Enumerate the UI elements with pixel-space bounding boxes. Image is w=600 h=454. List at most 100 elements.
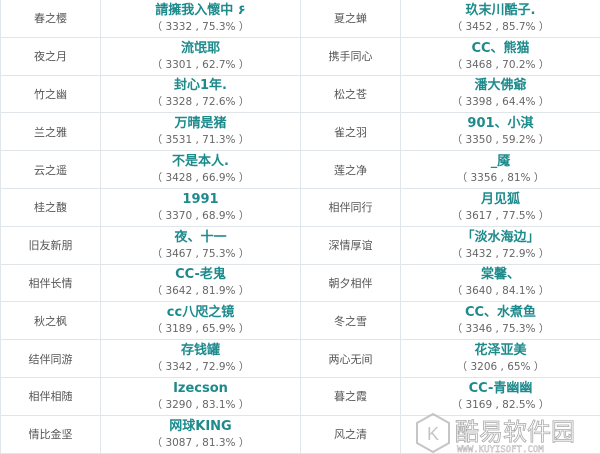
player-name-link[interactable]: 花泽亚美 xyxy=(474,343,527,359)
title-label: 风之清 xyxy=(300,414,401,454)
title-label: 两心无间 xyxy=(300,339,401,378)
player-name-link[interactable]: 网球KING xyxy=(169,418,232,434)
player-stats: （ 3617 , 77.5% ） xyxy=(451,209,550,222)
title-label: 春之樱 xyxy=(0,0,101,38)
player-cell: 存钱罐 （ 3342 , 72.9% ） xyxy=(100,339,301,378)
player-stats: （ 3452 , 85.7% ） xyxy=(451,20,550,33)
player-cell: 「淡水海边」 （ 3432 , 72.9% ） xyxy=(400,225,600,265)
player-name-link[interactable]: 封心1年. xyxy=(174,78,227,94)
player-stats: （ 3356 , 81% ） xyxy=(456,172,545,185)
player-stats: （ 3328 , 72.6% ） xyxy=(151,96,250,109)
player-cell: 花泽亚美 （ 3206 , 65% ） xyxy=(400,339,600,378)
player-cell: 月见狐 （ 3617 , 77.5% ） xyxy=(400,187,600,227)
title-label: 雀之羽 xyxy=(300,112,401,152)
table-row: 竹之幽 封心1年. （ 3328 , 72.6% ） 松之苍 潘大佛爺 （ 3398 , … xyxy=(0,74,600,114)
player-name-link[interactable]: 玖末川酷子. xyxy=(465,2,536,18)
player-stats: （ 3370 , 68.9% ） xyxy=(151,209,250,222)
player-stats: （ 3189 , 65.9% ） xyxy=(151,323,250,336)
title-label: 结伴同游 xyxy=(0,339,101,378)
player-stats: （ 3468 , 70.2% ） xyxy=(451,58,550,71)
player-name-link[interactable]: 901、小淇 xyxy=(467,116,534,132)
title-label: 竹之幽 xyxy=(0,74,101,114)
player-stats: （ 3467 , 75.3% ） xyxy=(151,247,250,260)
player-cell: Izecson （ 3290 , 83.1% ） xyxy=(100,376,301,416)
player-cell: 流氓耶 （ 3301 , 62.7% ） xyxy=(100,36,301,76)
player-cell: 万晴是猪 （ 3531 , 71.3% ） xyxy=(100,112,301,152)
title-label: 情比金坚 xyxy=(0,414,101,454)
svg-text:酷易软件园: 酷易软件园 xyxy=(455,418,575,446)
title-label: 朝夕相伴 xyxy=(300,263,401,303)
player-name-link[interactable]: 1991 xyxy=(182,191,219,207)
player-cell: 請擁我入懷中 ۶ （ 3332 , 75.3% ） xyxy=(100,0,301,38)
player-name-link[interactable]: CC-老鬼 xyxy=(175,267,226,283)
title-label: 相伴同行 xyxy=(300,187,401,227)
player-cell: 夜、十一 （ 3467 , 75.3% ） xyxy=(100,225,301,265)
title-label: 相伴相随 xyxy=(0,376,101,416)
player-name-link[interactable]: cc八咫之镜 xyxy=(166,305,235,321)
player-cell: cc八咫之镜 （ 3189 , 65.9% ） xyxy=(100,301,301,341)
title-label: 莲之净 xyxy=(300,150,401,189)
title-label: 夏之蝉 xyxy=(300,0,401,38)
table-row: 结伴同游 存钱罐 （ 3342 , 72.9% ） 两心无间 花泽亚美 （ 3206 , … xyxy=(0,339,600,378)
player-name-link[interactable]: 「淡水海边」 xyxy=(461,229,540,245)
player-name-link[interactable]: 流氓耶 xyxy=(180,40,220,56)
player-cell xyxy=(400,414,600,454)
title-label: 相伴长情 xyxy=(0,263,101,303)
player-name-link[interactable]: 棠馨、 xyxy=(480,267,520,283)
svg-text:WWW.KUYISOFT.COM: WWW.KUYISOFT.COM xyxy=(457,445,544,454)
player-cell: 1991 （ 3370 , 68.9% ） xyxy=(100,187,301,227)
table-row: 云之遥 不是本人. （ 3428 , 66.9% ） 莲之净 _魇 （ 3356 , 81… xyxy=(0,150,600,189)
player-cell: CC-青幽幽 （ 3169 , 82.5% ） xyxy=(400,376,600,416)
title-label: 携手同心 xyxy=(300,36,401,76)
player-name-link[interactable]: 請擁我入懷中 ۶ xyxy=(155,2,246,18)
player-cell: CC、水煮鱼 （ 3346 , 75.3% ） xyxy=(400,301,600,341)
player-name-link[interactable]: CC、熊猫 xyxy=(471,40,530,56)
player-stats: （ 3342 , 72.9% ） xyxy=(151,361,250,374)
title-label: 云之遥 xyxy=(0,150,101,189)
table-row: 春之樱 請擁我入懷中 ۶ （ 3332 , 75.3% ） 夏之蝉 玖末川酷子. （ 34… xyxy=(0,0,600,38)
player-name-link[interactable]: 月见狐 xyxy=(480,191,520,207)
table-row: 夜之月 流氓耶 （ 3301 , 62.7% ） 携手同心 CC、熊猫 （ 3468 , … xyxy=(0,36,600,76)
title-label: 深情厚谊 xyxy=(300,225,401,265)
player-stats: （ 3350 , 59.2% ） xyxy=(451,134,550,147)
player-cell: 棠馨、 （ 3640 , 84.1% ） xyxy=(400,263,600,303)
player-stats: （ 3346 , 75.3% ） xyxy=(451,323,550,336)
player-cell: 网球KING （ 3087 , 81.3% ） xyxy=(100,414,301,454)
player-name-link[interactable]: 夜、十一 xyxy=(174,229,227,245)
player-cell: CC、熊猫 （ 3468 , 70.2% ） xyxy=(400,36,600,76)
player-cell: 潘大佛爺 （ 3398 , 64.4% ） xyxy=(400,74,600,114)
player-stats: （ 3332 , 75.3% ） xyxy=(151,20,250,33)
table-row: 相伴相随 Izecson （ 3290 , 83.1% ） 暮之霞 CC-青幽幽 （ 31… xyxy=(0,376,600,416)
title-label: 秋之枫 xyxy=(0,301,101,341)
player-name-link[interactable]: 不是本人. xyxy=(172,154,229,170)
player-stats: （ 3301 , 62.7% ） xyxy=(151,58,250,71)
table-row: 秋之枫 cc八咫之镜 （ 3189 , 65.9% ） 冬之雪 CC、水煮鱼 （ 3346… xyxy=(0,301,600,341)
player-cell: _魇 （ 3356 , 81% ） xyxy=(400,150,600,189)
player-name-link[interactable]: CC、水煮鱼 xyxy=(464,305,537,321)
player-name-link[interactable]: 存钱罐 xyxy=(180,343,220,359)
player-name-link[interactable]: 潘大佛爺 xyxy=(474,78,527,94)
player-name-link[interactable]: _魇 xyxy=(490,154,511,170)
table-row: 情比金坚 网球KING （ 3087 , 81.3% ） 风之清 xyxy=(0,414,600,454)
player-name-link[interactable]: CC-青幽幽 xyxy=(468,380,533,396)
table-row: 相伴长情 CC-老鬼 （ 3642 , 81.9% ） 朝夕相伴 棠馨、 （ 3640 ,… xyxy=(0,263,600,303)
table-row: 桂之馥 1991 （ 3370 , 68.9% ） 相伴同行 月见狐 （ 3617 , 7… xyxy=(0,187,600,227)
player-stats: （ 3531 , 71.3% ） xyxy=(151,134,250,147)
player-stats: （ 3169 , 82.5% ） xyxy=(451,398,550,411)
watermark-logo: K 酷易软件园 WWW.KUYISOFT.COM xyxy=(416,412,575,454)
player-name-link[interactable]: Izecson xyxy=(173,380,228,396)
player-cell: CC-老鬼 （ 3642 , 81.9% ） xyxy=(100,263,301,303)
table-row: 兰之雅 万晴是猪 （ 3531 , 71.3% ） 雀之羽 901、小淇 （ 3350 ,… xyxy=(0,112,600,152)
player-name-link[interactable]: 万晴是猪 xyxy=(174,116,227,132)
player-cell: 901、小淇 （ 3350 , 59.2% ） xyxy=(400,112,600,152)
title-label: 兰之雅 xyxy=(0,112,101,152)
title-label: 桂之馥 xyxy=(0,187,101,227)
player-stats: （ 3206 , 65% ） xyxy=(456,361,545,374)
svg-text:K: K xyxy=(427,424,439,444)
title-label: 夜之月 xyxy=(0,36,101,76)
player-cell: 封心1年. （ 3328 , 72.6% ） xyxy=(100,74,301,114)
player-stats: （ 3640 , 84.1% ） xyxy=(451,285,550,298)
title-label: 暮之霞 xyxy=(300,376,401,416)
player-stats: （ 3642 , 81.9% ） xyxy=(151,285,250,298)
